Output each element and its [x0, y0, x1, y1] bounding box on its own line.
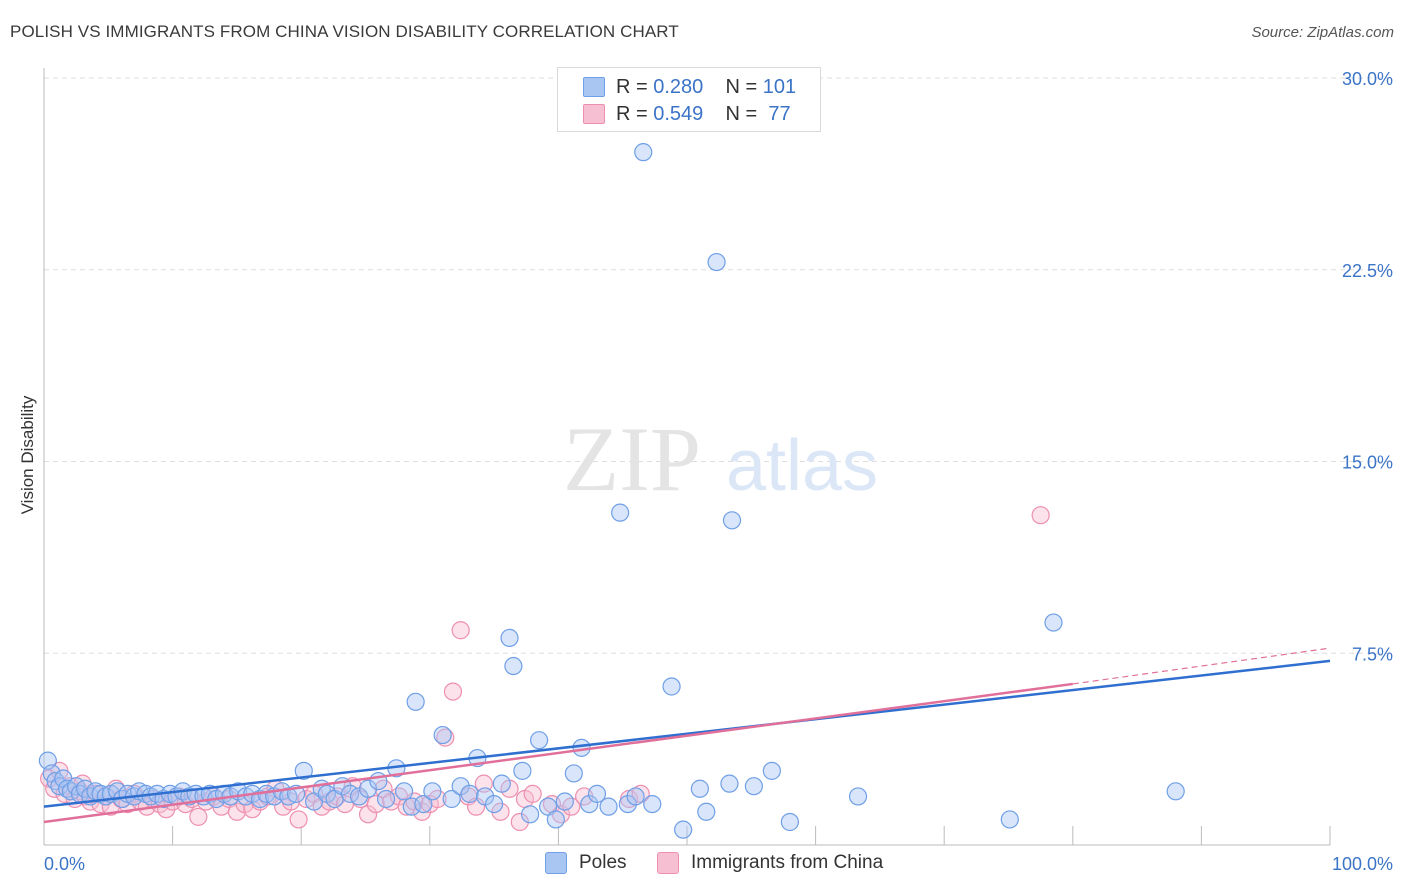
data-point-poles: [762, 761, 781, 780]
data-point-poles: [744, 777, 763, 796]
y-tick-label: 7.5%: [1352, 644, 1393, 664]
data-point-poles: [402, 797, 421, 816]
data-point-poles: [634, 143, 653, 162]
data-point-poles: [1000, 810, 1019, 829]
x-tick-label: 0.0%: [44, 854, 85, 874]
r-label: R =: [616, 102, 648, 125]
n-label: N =: [725, 102, 758, 125]
data-point-poles: [674, 820, 693, 839]
data-point-poles: [513, 761, 532, 780]
x-tick-label: 100.0%: [1332, 854, 1393, 874]
data-point-poles: [555, 792, 574, 811]
data-point-poles: [433, 725, 452, 745]
data-point-china: [443, 682, 463, 701]
data-point-china: [436, 728, 455, 747]
n-value-poles: 101: [762, 75, 797, 98]
data-point-poles: [546, 810, 565, 829]
data-point-poles: [460, 784, 479, 803]
axes: [43, 68, 1331, 846]
data-point-poles: [720, 774, 739, 793]
data-point-china: [366, 794, 385, 814]
data-point-poles: [780, 812, 799, 832]
watermark-atlas: atlas: [726, 426, 878, 506]
data-point-poles: [662, 677, 681, 696]
data-point-poles: [492, 774, 511, 793]
data-point-poles: [626, 787, 645, 806]
chart-title: POLISH VS IMMIGRANTS FROM CHINA VISION D…: [10, 22, 679, 41]
data-point-poles: [530, 731, 549, 750]
trend-line-china: [43, 682, 1073, 824]
data-point-poles: [618, 794, 637, 814]
r-label: R =: [616, 75, 648, 98]
data-point-poles: [690, 779, 709, 798]
data-point-poles: [707, 252, 726, 272]
data-point-poles: [442, 789, 461, 809]
data-point-china: [358, 805, 378, 824]
data-point-poles: [521, 805, 540, 824]
data-point-china: [289, 810, 308, 829]
legend-text: R = 0.280 N = 101: [616, 76, 796, 99]
watermark: ZIP atlas: [563, 408, 878, 510]
correlation-legend: R = 0.280 N = 101 R = 0.549 N = 77: [557, 67, 821, 132]
legend-swatch-blue: [583, 77, 605, 97]
data-point-poles: [611, 503, 630, 522]
data-point-china: [227, 802, 246, 821]
bottom-legend-swatch-pink: [657, 852, 679, 874]
data-point-poles: [697, 802, 716, 821]
trend-lines: [43, 647, 1331, 824]
n-value-china: 77: [768, 102, 791, 125]
data-point-poles: [504, 656, 523, 676]
data-point-china: [631, 784, 650, 803]
data-point-china: [1031, 506, 1050, 525]
data-point-china: [189, 807, 208, 826]
data-point-china: [523, 784, 542, 803]
data-point-china: [451, 621, 470, 640]
legend-swatch-pink: [583, 104, 605, 124]
data-point-poles: [1166, 782, 1185, 801]
data-point-poles: [580, 794, 599, 814]
data-point-china: [412, 802, 432, 821]
y-tick-label: 30.0%: [1342, 69, 1393, 89]
data-point-poles: [406, 692, 425, 711]
bottom-legend-label-china: Immigrants from China: [691, 852, 884, 873]
data-point-poles: [376, 789, 396, 809]
data-point-poles: [848, 787, 868, 806]
trend-line-poles: [43, 659, 1331, 808]
y-tick-label: 15.0%: [1342, 453, 1393, 473]
data-point-poles: [423, 782, 442, 801]
trend-line-china-extension: [1072, 647, 1331, 685]
legend-row-china: R = 0.549 N = 77: [583, 101, 791, 127]
legend-text: R = 0.549 N = 77: [616, 103, 791, 126]
data-point-poles: [643, 794, 662, 814]
data-point-poles: [485, 794, 504, 814]
legend-row-poles: R = 0.280 N = 101: [583, 74, 796, 100]
bottom-legend-label-poles: Poles: [579, 852, 627, 873]
gridlines: [44, 77, 1390, 654]
data-point-poles: [394, 782, 414, 801]
tick-labels: 7.5% 15.0% 22.5% 30.0% 0.0% 100.0%: [44, 69, 1393, 874]
data-point-poles: [599, 797, 618, 816]
bottom-legend-swatch-blue: [545, 852, 567, 874]
data-point-poles: [1044, 613, 1063, 632]
r-value-china: 0.549: [653, 102, 704, 125]
data-point-poles: [294, 761, 313, 780]
bottom-legend-poles: Poles: [545, 852, 627, 874]
series-poles: [38, 143, 1185, 839]
data-point-poles: [500, 628, 519, 648]
series-immigrants-from-china: [40, 506, 1050, 832]
r-value-poles: 0.280: [653, 75, 704, 98]
data-point-poles: [587, 784, 607, 803]
data-point-poles: [722, 511, 742, 530]
data-point-poles: [414, 794, 433, 814]
source-label: Source: ZipAtlas.com: [1251, 24, 1394, 41]
bottom-legend-china: Immigrants from China: [657, 852, 883, 874]
y-tick-label: 22.5%: [1342, 261, 1393, 281]
data-point-poles: [564, 764, 583, 783]
watermark-zip: ZIP: [563, 408, 701, 510]
data-point-china: [510, 812, 529, 832]
data-point-poles: [358, 779, 378, 798]
n-label: N =: [725, 75, 758, 98]
